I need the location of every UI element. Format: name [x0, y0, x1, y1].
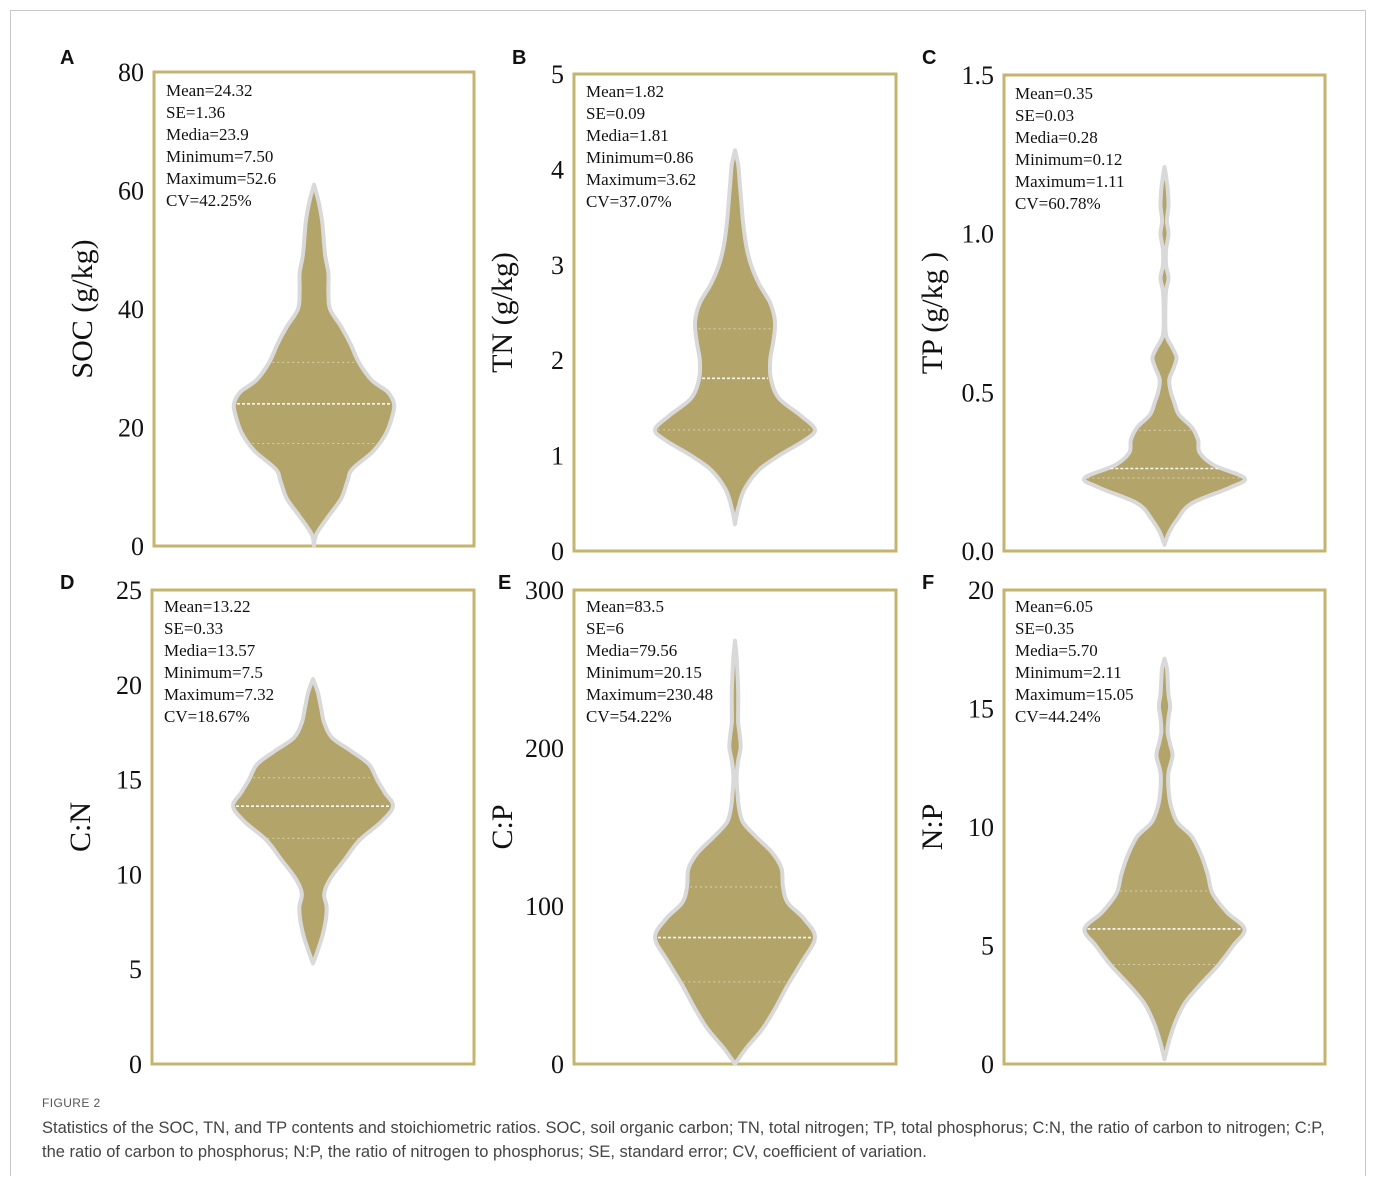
stat-text-b: Mean=1.82	[586, 82, 664, 101]
y-tick-label-e: 0	[551, 1050, 564, 1079]
violin-b	[653, 148, 817, 527]
stat-text-f: Media=5.70	[1015, 641, 1098, 660]
stat-text-e: Maximum=230.48	[586, 685, 713, 704]
stat-text-c: Media=0.28	[1015, 128, 1098, 147]
y-tick-label-f: 10	[968, 813, 994, 842]
stat-text-d: SE=0.33	[164, 619, 223, 638]
stat-text-e: Mean=83.5	[586, 597, 664, 616]
stat-text-a: Minimum=7.50	[166, 147, 273, 166]
panel-label-a: A	[60, 47, 74, 69]
stat-text-a: CV=42.25%	[166, 191, 252, 210]
stat-text-e: Media=79.56	[586, 641, 677, 660]
figure-label: FIGURE 2	[42, 1096, 101, 1110]
plot-frame-f	[1002, 588, 1327, 1066]
y-tick-label-c: 0.0	[962, 537, 995, 566]
plot-frame-d	[150, 588, 476, 1066]
plot-frame-b	[572, 72, 898, 553]
stat-text-c: Mean=0.35	[1015, 84, 1093, 103]
stat-text-d: Minimum=7.5	[164, 663, 263, 682]
y-tick-label-d: 0	[129, 1050, 142, 1079]
panel-label-f: F	[922, 572, 934, 594]
y-tick-label-b: 3	[551, 251, 564, 280]
violin-e	[653, 638, 817, 1066]
stat-text-b: Minimum=0.86	[586, 148, 693, 167]
panel-label-b: B	[512, 47, 526, 69]
panel-label-d: D	[60, 572, 74, 594]
y-tick-label-a: 60	[118, 177, 144, 206]
y-tick-label-e: 100	[525, 892, 564, 921]
stat-text-e: SE=6	[586, 619, 624, 638]
stat-text-c: Minimum=0.12	[1015, 150, 1122, 169]
stat-text-f: Minimum=2.11	[1015, 663, 1122, 682]
y-axis-label-b: TN (g/kg)	[486, 252, 519, 373]
stat-text-f: Maximum=15.05	[1015, 685, 1134, 704]
y-tick-label-d: 25	[116, 576, 142, 605]
y-axis-label-d: C:N	[64, 802, 97, 852]
stat-text-b: Maximum=3.62	[586, 170, 696, 189]
y-tick-label-d: 20	[116, 671, 142, 700]
stat-text-a: SE=1.36	[166, 103, 225, 122]
y-axis-label-a: SOC (g/kg)	[66, 239, 99, 378]
stat-text-c: Maximum=1.11	[1015, 172, 1125, 191]
stat-text-f: SE=0.35	[1015, 619, 1074, 638]
y-tick-label-e: 300	[525, 576, 564, 605]
y-tick-label-d: 10	[116, 860, 142, 889]
stat-text-b: SE=0.09	[586, 104, 645, 123]
stat-text-d: Mean=13.22	[164, 597, 251, 616]
stat-text-d: CV=18.67%	[164, 707, 250, 726]
figure-frame	[10, 10, 1366, 1176]
stat-text-c: CV=60.78%	[1015, 194, 1101, 213]
y-tick-label-a: 0	[131, 532, 144, 561]
stat-text-e: Minimum=20.15	[586, 663, 702, 682]
y-tick-label-b: 1	[551, 442, 564, 471]
stat-text-b: Media=1.81	[586, 126, 669, 145]
stat-text-e: CV=54.22%	[586, 707, 672, 726]
y-tick-label-c: 1.5	[962, 61, 995, 90]
stat-text-b: CV=37.07%	[586, 192, 672, 211]
panel-label-c: C	[922, 47, 936, 69]
y-tick-label-f: 5	[981, 932, 994, 961]
stat-text-d: Media=13.57	[164, 641, 256, 660]
y-axis-label-c: TP (g/kg )	[916, 252, 949, 374]
y-tick-label-a: 80	[118, 58, 144, 87]
y-tick-label-e: 200	[525, 734, 564, 763]
y-tick-label-d: 5	[129, 955, 142, 984]
stat-text-c: SE=0.03	[1015, 106, 1074, 125]
stat-text-a: Maximum=52.6	[166, 169, 276, 188]
y-tick-label-f: 20	[968, 576, 994, 605]
stat-text-a: Mean=24.32	[166, 81, 253, 100]
y-tick-label-b: 2	[551, 346, 564, 375]
y-tick-label-a: 40	[118, 295, 144, 324]
plot-frame-c	[1002, 73, 1327, 553]
violin-a	[231, 182, 397, 548]
stat-text-a: Media=23.9	[166, 125, 249, 144]
y-axis-label-e: C:P	[486, 804, 519, 849]
stat-text-f: Mean=6.05	[1015, 597, 1093, 616]
stat-text-d: Maximum=7.32	[164, 685, 274, 704]
stat-text-f: CV=44.24%	[1015, 707, 1101, 726]
y-tick-label-d: 15	[116, 766, 142, 795]
figure-caption: Statistics of the SOC, TN, and TP conten…	[42, 1119, 1325, 1161]
y-tick-label-f: 15	[968, 695, 994, 724]
y-tick-label-c: 1.0	[962, 220, 995, 249]
violin-c	[1081, 165, 1248, 547]
y-tick-label-b: 5	[551, 60, 564, 89]
violin-d	[231, 677, 395, 966]
panel-label-e: E	[498, 572, 511, 594]
y-tick-label-f: 0	[981, 1050, 994, 1079]
y-tick-label-a: 20	[118, 414, 144, 443]
y-tick-label-c: 0.5	[962, 378, 995, 407]
violin-f	[1082, 656, 1247, 1062]
y-tick-label-b: 0	[551, 537, 564, 566]
y-tick-label-b: 4	[551, 155, 564, 184]
y-axis-label-f: N:P	[916, 804, 949, 851]
